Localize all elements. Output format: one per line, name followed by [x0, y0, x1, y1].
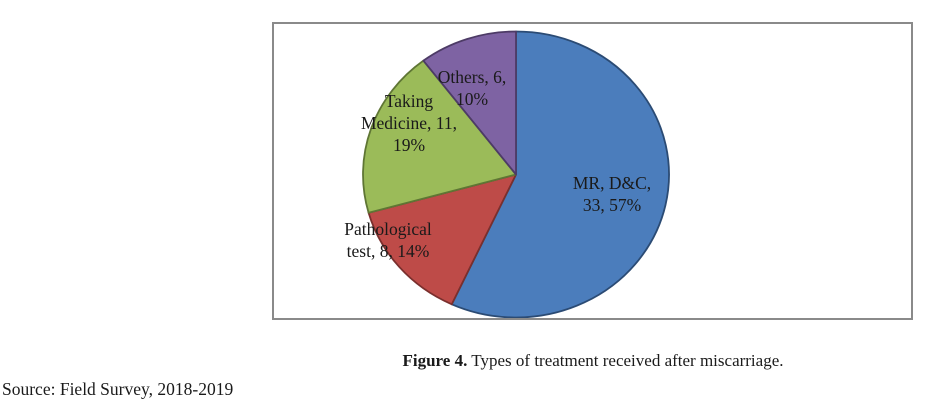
chart-panel: MR, D&C, 33, 57% Pathological test, 8, 14% T… [272, 22, 913, 320]
pie-chart [362, 30, 670, 318]
pie-label-line: Medicine, 11, [360, 113, 458, 133]
pie-label-line: 33, 57% [582, 195, 642, 215]
figure-caption-label: Figure 4. [402, 351, 468, 370]
pie-slice-others [422, 30, 517, 176]
pie-label-line: Pathological [344, 219, 432, 239]
pie-label-line: MR, D&C, [572, 173, 652, 193]
pie-label-taking-medicine: Taking Medicine, 11, 19% [361, 90, 457, 156]
pie-slice-pathological-test [367, 173, 517, 306]
figure-caption: Figure 4. Types of treatment received af… [272, 350, 914, 371]
pie-label-pathological-test: Pathological test, 8, 14% [344, 218, 431, 262]
pie-label-line: 19% [392, 135, 426, 155]
pie-label-line: Others, 6, [437, 67, 507, 87]
pie-slice-mr-d-c [450, 30, 670, 318]
source-note: Source: Field Survey, 2018-2019 [2, 379, 234, 399]
pie-slice-taking-medicine [362, 59, 517, 214]
figure-caption-text: Types of treatment received after miscar… [471, 351, 784, 370]
pie-label-line: Taking [384, 91, 434, 111]
pie-label-line: 10% [455, 89, 489, 109]
pie-label-mr-d-c: MR, D&C, 33, 57% [573, 172, 651, 216]
pie-label-others: Others, 6, 10% [438, 66, 507, 110]
pie-label-line: test, 8, 14% [346, 241, 430, 261]
